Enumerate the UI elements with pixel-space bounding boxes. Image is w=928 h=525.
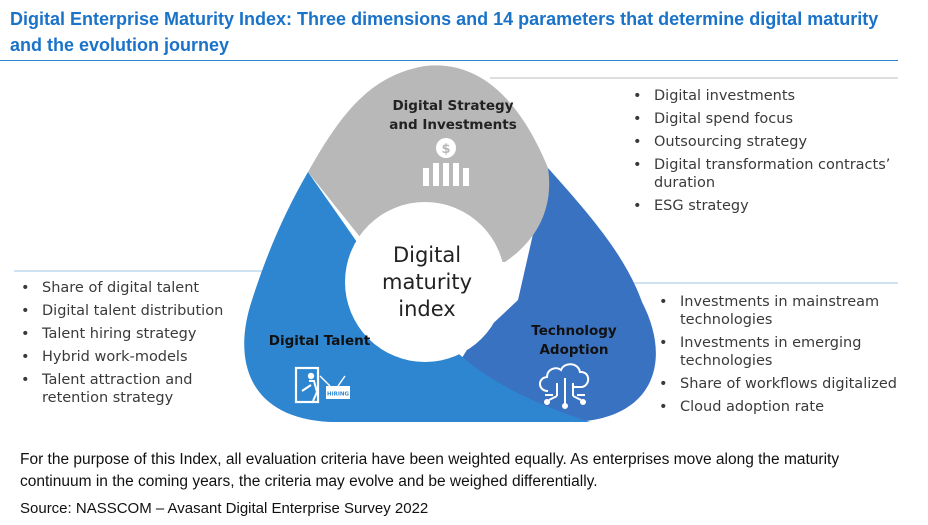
hiring-icon: HIRING	[294, 366, 350, 404]
dollar-bar-chart-icon: $	[423, 138, 469, 186]
page-title: Digital Enterprise Maturity Index: Three…	[10, 9, 879, 55]
talent-list: Share of digital talent Digital talent d…	[18, 279, 228, 412]
list-item: Digital investments	[630, 87, 910, 105]
list-item: Talent attraction and retention strategy	[18, 371, 228, 407]
list-item: ESG strategy	[630, 197, 910, 215]
title-divider	[0, 60, 898, 61]
list-item: Outsourcing strategy	[630, 133, 910, 151]
strategy-list: Digital investments Digital spend focus …	[630, 87, 910, 220]
cloud-network-icon	[539, 363, 590, 409]
technology-segment	[422, 168, 656, 422]
list-item: Cloud adoption rate	[656, 398, 916, 416]
list-item: Talent hiring strategy	[18, 325, 228, 343]
list-item: Digital talent distribution	[18, 302, 228, 320]
list-item: Digital spend focus	[630, 110, 910, 128]
list-item: Investments in emerging technologies	[656, 334, 916, 370]
source-citation: Source: NASSCOM – Avasant Digital Enterp…	[20, 500, 429, 517]
center-circle	[345, 202, 505, 362]
svg-text:$: $	[441, 142, 450, 157]
list-item: Share of digital talent	[18, 279, 228, 297]
technology-label: Technology Adoption	[531, 323, 617, 358]
center-label: Digital maturity index	[382, 243, 472, 321]
talent-label: Digital Talent	[268, 333, 371, 349]
technology-list: Investments in mainstream technologies I…	[656, 293, 916, 421]
methodology-note: For the purpose of this Index, all evalu…	[20, 451, 840, 490]
list-item: Hybrid work-models	[18, 348, 228, 366]
strategy-label: Digital Strategy and Investments	[389, 98, 517, 133]
list-item: Digital transformation contracts’ durati…	[630, 156, 910, 192]
list-item: Share of workflows digitalized	[656, 375, 916, 393]
strategy-segment	[308, 65, 550, 262]
talent-segment	[244, 172, 590, 422]
svg-text:HIRING: HIRING	[327, 392, 350, 398]
list-item: Investments in mainstream technologies	[656, 293, 916, 329]
